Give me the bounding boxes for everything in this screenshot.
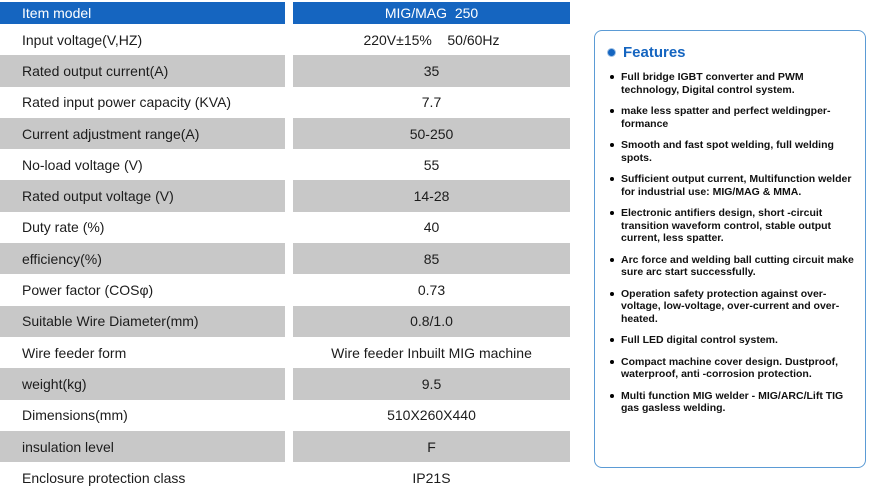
table-row: weight(kg) 9.5 <box>0 368 570 400</box>
table-header-model: MIG/MAG 250 <box>293 2 570 24</box>
table-row: Input voltage(V,HZ) 220V±15% 50/60Hz <box>0 24 570 56</box>
spec-value: 220V±15% 50/60Hz <box>293 24 570 56</box>
feature-item: Sufficient output current, Multifunction… <box>608 173 855 198</box>
feature-item: Multi function MIG welder - MIG/ARC/Lift… <box>608 390 855 415</box>
spec-label: Rated output current(A) <box>0 55 285 87</box>
table-row: No-load voltage (V) 55 <box>0 149 570 181</box>
feature-item: Full bridge IGBT converter and PWM techn… <box>608 71 855 96</box>
spec-value: 7.7 <box>293 86 570 118</box>
spec-label: Dimensions(mm) <box>0 399 285 431</box>
table-header-item: Item model <box>0 2 285 24</box>
table-row: insulation level F <box>0 430 570 463</box>
table-row: Wire feeder form Wire feeder Inbuilt MIG… <box>0 336 570 369</box>
spec-label: Rated output voltage (V) <box>0 180 285 212</box>
table-row: Power factor (COSφ) 0.73 <box>0 274 570 306</box>
features-panel: Features Full bridge IGBT converter and … <box>594 30 866 468</box>
spec-label: Input voltage(V,HZ) <box>0 24 285 56</box>
features-list: Full bridge IGBT converter and PWM techn… <box>608 71 855 415</box>
spec-value: 14-28 <box>293 180 570 212</box>
spec-label: No-load voltage (V) <box>0 149 285 181</box>
feature-item: Full LED digital control system. <box>608 334 855 347</box>
table-row: Enclosure protection class IP21S <box>0 462 570 494</box>
spec-label: weight(kg) <box>0 368 285 400</box>
spec-value: 55 <box>293 149 570 181</box>
features-title-row: Features <box>608 44 855 61</box>
spec-value: 0.8/1.0 <box>293 305 570 337</box>
feature-item: Arc force and welding ball cutting circu… <box>608 254 855 279</box>
features-bullet-icon <box>608 49 615 56</box>
spec-label: Power factor (COSφ) <box>0 274 285 306</box>
table-row: Current adjustment range(A) 50-250 <box>0 117 570 150</box>
spec-value: 35 <box>293 55 570 87</box>
spec-label: Wire feeder form <box>0 336 285 369</box>
table-row: Duty rate (%) 40 <box>0 211 570 244</box>
table-row: Rated output voltage (V) 14-28 <box>0 180 570 212</box>
table-row: efficiency(%) 85 <box>0 243 570 275</box>
feature-item: Operation safety protection against over… <box>608 288 855 326</box>
spec-value: F <box>293 430 570 463</box>
table-header-row: Item model MIG/MAG 250 <box>0 2 570 24</box>
feature-item: Compact machine cover design. Dustproof,… <box>608 356 855 381</box>
feature-item: make less spatter and perfect weldingper… <box>608 105 855 130</box>
table-row: Rated input power capacity (KVA) 7.7 <box>0 86 570 118</box>
spec-value: 50-250 <box>293 117 570 150</box>
table-row: Dimensions(mm) 510X260X440 <box>0 399 570 431</box>
spec-value: 9.5 <box>293 368 570 400</box>
features-title: Features <box>623 44 686 61</box>
feature-item: Smooth and fast spot welding, full weldi… <box>608 139 855 164</box>
spec-label: insulation level <box>0 430 285 463</box>
spec-value: 85 <box>293 243 570 275</box>
spec-value: 0.73 <box>293 274 570 306</box>
spec-label: Enclosure protection class <box>0 462 285 494</box>
spec-label: Current adjustment range(A) <box>0 117 285 150</box>
spec-value: 40 <box>293 211 570 244</box>
spec-label: Rated input power capacity (KVA) <box>0 86 285 118</box>
spec-value: IP21S <box>293 462 570 494</box>
feature-item: Electronic antifiers design, short -circ… <box>608 207 855 245</box>
spec-value: 510X260X440 <box>293 399 570 431</box>
table-row: Rated output current(A) 35 <box>0 55 570 87</box>
spec-label: Duty rate (%) <box>0 211 285 244</box>
spec-table: Item model MIG/MAG 250 Input voltage(V,H… <box>0 2 570 494</box>
spec-label: Suitable Wire Diameter(mm) <box>0 305 285 337</box>
table-row: Suitable Wire Diameter(mm) 0.8/1.0 <box>0 305 570 337</box>
spec-label: efficiency(%) <box>0 243 285 275</box>
spec-value: Wire feeder Inbuilt MIG machine <box>293 336 570 369</box>
